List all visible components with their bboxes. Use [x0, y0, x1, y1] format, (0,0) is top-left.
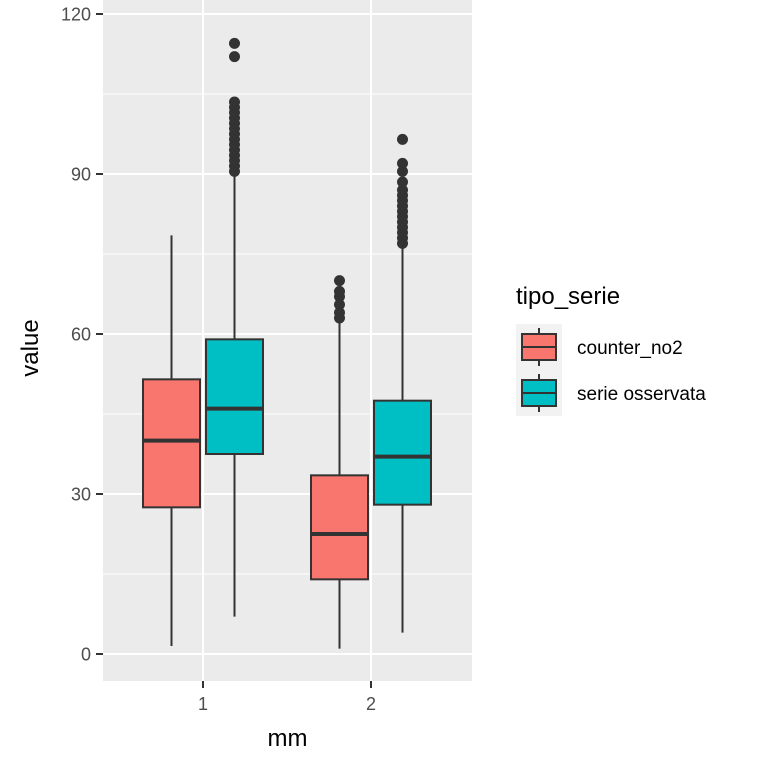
outlier-point: [229, 51, 240, 63]
legend-title: tipo_serie: [516, 283, 620, 310]
outlier-point: [334, 275, 345, 287]
box-body: [205, 338, 264, 456]
outlier-point: [229, 96, 240, 108]
outlier-point: [334, 299, 345, 311]
outlier-point: [397, 133, 408, 145]
outlier-point: [334, 285, 345, 297]
y-tick-label: 60: [71, 325, 91, 345]
box-serie-osservata-2: [373, 133, 432, 633]
panel-background: [103, 0, 472, 681]
outlier-point: [397, 176, 408, 188]
y-tick-label: 90: [71, 165, 91, 185]
x-tick-label: 1: [198, 694, 208, 714]
outlier-point: [397, 184, 408, 196]
outlier-point: [397, 165, 408, 177]
y-tick-label: 0: [81, 645, 91, 665]
outlier-point: [397, 157, 408, 169]
box-body: [310, 474, 369, 581]
box-serie-osservata-1: [205, 37, 264, 617]
box-body: [373, 399, 432, 506]
y-tick-label: 120: [61, 5, 91, 25]
box-series: [142, 37, 432, 649]
axes: 0 30 60 90 120 1 2: [61, 5, 376, 715]
box-counter_no2-2: [310, 275, 369, 649]
x-axis-title: mm: [268, 725, 308, 752]
legend-item-serie-osservata: serie osservata: [516, 370, 706, 416]
box-counter_no2-1: [142, 235, 201, 646]
legend-item-counter_no2: counter_no2: [516, 324, 683, 370]
legend-label: counter_no2: [577, 338, 683, 359]
x-tick-label: 2: [366, 694, 376, 714]
legend-label: serie osservata: [577, 384, 706, 405]
box-body: [142, 378, 201, 509]
y-tick-label: 30: [71, 485, 91, 505]
y-axis-title: value: [17, 319, 44, 376]
outlier-point: [334, 307, 345, 319]
outlier-point: [229, 37, 240, 49]
